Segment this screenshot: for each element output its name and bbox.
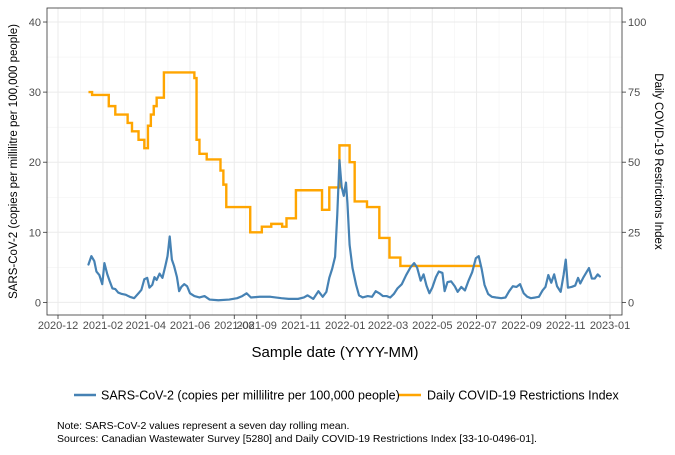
axes: 2020-12 2021-02 2021-04 2021-06 2021-082021-… [29, 17, 647, 332]
legend-label-restrictions: Daily COVID-19 Restrictions Index [427, 389, 619, 403]
legend: SARS-CoV-2 (copies per millilitre per 10… [74, 389, 619, 403]
y-left-tick-label: 0 [35, 297, 41, 309]
x-tick-label: 2021-04 [126, 320, 166, 332]
x-tick-label: 2022-03 [368, 320, 408, 332]
plot-panel [47, 8, 622, 315]
y-left-tick-label: 10 [29, 227, 41, 239]
x-tick-label: 2023-01 [590, 320, 630, 332]
y-left-tick-label: 30 [29, 87, 41, 99]
x-tick-label: 2021-06 [170, 320, 210, 332]
series-line-restrictions-index [88, 71, 482, 268]
x-tick-label: 2022-11 [546, 320, 586, 332]
x-tick-label: 2022-09 [501, 320, 541, 332]
x-tick-label: 2021-08 [214, 320, 254, 332]
y-right-tick-label: 0 [628, 297, 634, 309]
y-left-axis-title: SARS-CoV-2 (copies per millilitre per 10… [8, 24, 20, 299]
note-line: Note: SARS-CoV-2 values represent a seve… [57, 420, 349, 432]
x-tick-label: 2021-11 [281, 320, 321, 332]
x-tick-label: 2022-07 [456, 320, 496, 332]
y-right-tick-label: 75 [628, 87, 640, 99]
x-tick-label: 2021-09 [237, 320, 277, 332]
y-right-axis-title: Daily COVID-19 Restrictions Index [652, 73, 664, 250]
sources-line: Sources: Canadian Wastewater Survey [528… [57, 433, 537, 445]
y-right-tick-label: 100 [628, 17, 646, 29]
x-tick-label: 2022-05 [412, 320, 452, 332]
x-tick-label: 2021-02 [83, 320, 123, 332]
series-lines [87, 71, 601, 302]
x-axis-title: Sample date (YYYY-MM) [251, 344, 418, 361]
x-tick-label: 2020-12 [38, 320, 78, 332]
series-line-sars-cov-2 [87, 159, 601, 302]
plot-border [46, 7, 623, 316]
y-left-tick-label: 20 [29, 157, 41, 169]
grid-lines [47, 8, 622, 315]
legend-label-sars: SARS-CoV-2 (copies per millilitre per 10… [101, 389, 400, 403]
x-tick-label: 2022-01 [325, 320, 365, 332]
y-right-tick-label: 25 [628, 227, 640, 239]
y-left-tick-label: 40 [29, 17, 41, 29]
y-right-tick-label: 50 [628, 157, 640, 169]
